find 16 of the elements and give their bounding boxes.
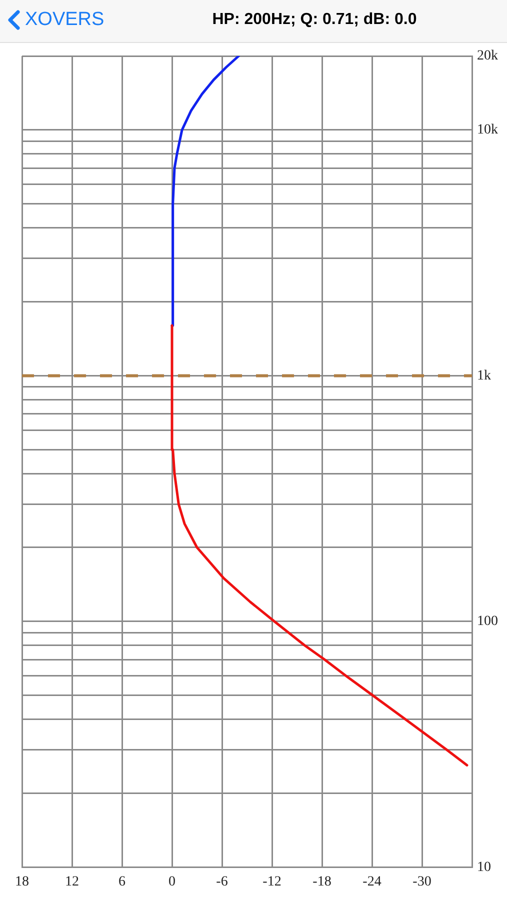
x-tick-label: -30 bbox=[412, 874, 432, 890]
x-tick-label: 6 bbox=[118, 874, 126, 890]
x-tick-label: -12 bbox=[262, 874, 282, 890]
x-tick-label: 0 bbox=[168, 874, 176, 890]
x-tick-label: 18 bbox=[15, 874, 29, 890]
y-tick-label: 100 bbox=[477, 614, 498, 630]
y-tick-label: 1k bbox=[477, 368, 491, 384]
x-tick-label: -6 bbox=[216, 874, 228, 890]
x-tick-label: 12 bbox=[65, 874, 79, 890]
text: XOVERS bbox=[25, 9, 104, 31]
chart-title: HP: 200Hz; Q: 0.71; dB: 0.0 bbox=[211, 11, 418, 29]
x-tick-label: -18 bbox=[312, 874, 332, 890]
x-tick-label: -24 bbox=[362, 874, 382, 890]
y-tick-label: 20k bbox=[477, 48, 498, 64]
y-tick-label: 10k bbox=[477, 122, 498, 138]
y-tick-label: 10 bbox=[477, 860, 491, 875]
